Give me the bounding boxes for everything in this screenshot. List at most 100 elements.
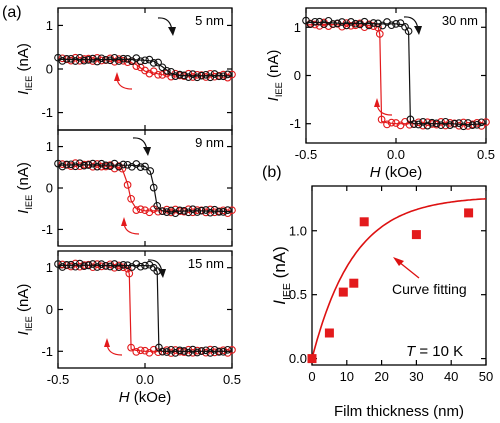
a3-marker-up (106, 260, 115, 269)
a3-marker-down (101, 261, 110, 270)
a2-marker-down (123, 160, 132, 169)
a4-marker-up (414, 118, 423, 127)
a1-marker-down (167, 67, 175, 76)
a2-marker-down (197, 206, 206, 215)
a3-series-up-line (57, 264, 232, 352)
a4-marker-down (477, 118, 486, 127)
a3-marker-up (127, 343, 135, 352)
a1-marker-down (84, 56, 93, 64)
a1-marker-down (202, 70, 210, 79)
b-fit-arrow-head (393, 257, 404, 266)
a4-marker-down (369, 19, 378, 27)
a3-xtick-label: 0.5 (223, 372, 241, 387)
a4-marker-down (315, 17, 324, 26)
a3-marker-up (97, 262, 106, 271)
a1-marker-down (106, 56, 115, 65)
a2-marker-down (219, 208, 228, 216)
a1-marker-up (58, 54, 67, 63)
a4-thickness-label: 30 nm (442, 13, 478, 28)
a3-marker-up (141, 346, 149, 355)
a3-ytick-label: 1 (46, 260, 53, 275)
a2-marker-up (127, 194, 135, 203)
ylabel-subscript: IEE (274, 82, 284, 97)
a4-marker-down (464, 119, 472, 127)
a3-marker-up (88, 263, 97, 272)
a4-marker-up (375, 30, 384, 38)
a3-series-down-line (57, 264, 232, 352)
a4-ytick-label: 1 (294, 20, 301, 35)
a2-marker-up (123, 181, 132, 189)
b-fit-curve (311, 197, 487, 359)
a3-ytick-label: 0 (46, 302, 53, 317)
a2-marker-down (84, 161, 93, 169)
a2-marker-up (136, 205, 145, 214)
a2-thickness-label: 9 nm (195, 135, 224, 150)
a3-marker-down (223, 345, 232, 354)
ylabel-subscript: IEE (281, 283, 293, 300)
b-xtick-label: 10 (340, 369, 354, 384)
a2-ytick-label: 1 (46, 139, 53, 154)
b-data-point (338, 287, 348, 297)
ylabel-unit: (nA) (265, 50, 282, 83)
b-fit-arrow-line (398, 261, 420, 279)
b-frame (311, 185, 487, 366)
a2-marker-down (149, 183, 158, 192)
a3-ylabel: IIEE (nA) (15, 284, 34, 336)
a1-marker-down (154, 58, 162, 67)
a4-marker-up (392, 119, 400, 127)
a3-ytick-label: -1 (41, 344, 53, 359)
a1-ytick-label: 1 (46, 18, 53, 33)
a1-ytick-label: -1 (41, 105, 53, 120)
ylabel-symbol: I (265, 97, 282, 101)
a4-marker-up (455, 121, 463, 130)
a3-marker-down (202, 346, 210, 355)
a4-ytick-label: -1 (289, 116, 301, 131)
a4-marker-up (396, 121, 405, 130)
a4-marker-down (419, 118, 427, 126)
a2-marker-down (223, 206, 232, 214)
a4-marker-down (473, 120, 481, 129)
a2-marker-up (141, 206, 149, 215)
a4-marker-down (432, 119, 441, 128)
a4-arrow-down-head (414, 26, 422, 35)
a2-marker-down (210, 205, 219, 214)
a3-marker-down (162, 348, 171, 356)
a3-marker-down (193, 348, 202, 357)
xlabel-symbol: H (370, 164, 381, 181)
a3-marker-up (119, 263, 128, 272)
a4-marker-down (333, 19, 342, 28)
a1-marker-down (80, 56, 88, 65)
a2-marker-down (97, 159, 106, 168)
a1-marker-down (67, 54, 75, 63)
b-ytick-label: 0.0 (289, 351, 307, 366)
a2-ytick-label: 0 (46, 181, 53, 196)
a1-marker-down (171, 72, 180, 80)
a1-marker-down (149, 59, 158, 67)
a4-marker-down (446, 121, 454, 129)
a1-marker-up (119, 56, 128, 65)
a2-marker-up (132, 206, 141, 214)
a2-marker-down (153, 201, 162, 210)
a3-marker-down (123, 261, 132, 270)
a2-marker-down (141, 162, 149, 171)
a3-arrow-down-head (158, 269, 166, 278)
a4-marker-down (360, 17, 369, 26)
ylabel-symbol: I (15, 91, 32, 95)
a4-marker-down (450, 119, 459, 128)
a3-marker-down (58, 263, 67, 271)
a2-marker-down (175, 206, 184, 215)
ylabel-subscript: IEE (24, 76, 34, 91)
a1-marker-up (158, 71, 167, 79)
a3-marker-down (84, 261, 93, 270)
a3-marker-down (106, 262, 115, 271)
a3-marker-down (219, 347, 228, 356)
a1-marker-down (123, 55, 132, 63)
a2-marker-down (80, 161, 88, 170)
a2-marker-up (202, 208, 210, 217)
ylabel-unit: (nA) (270, 246, 289, 283)
panel-label-b: (b) (262, 164, 282, 181)
a4-marker-down (404, 27, 413, 36)
b-xtick-label: 30 (409, 369, 423, 384)
a1-series-down-line (58, 58, 233, 77)
